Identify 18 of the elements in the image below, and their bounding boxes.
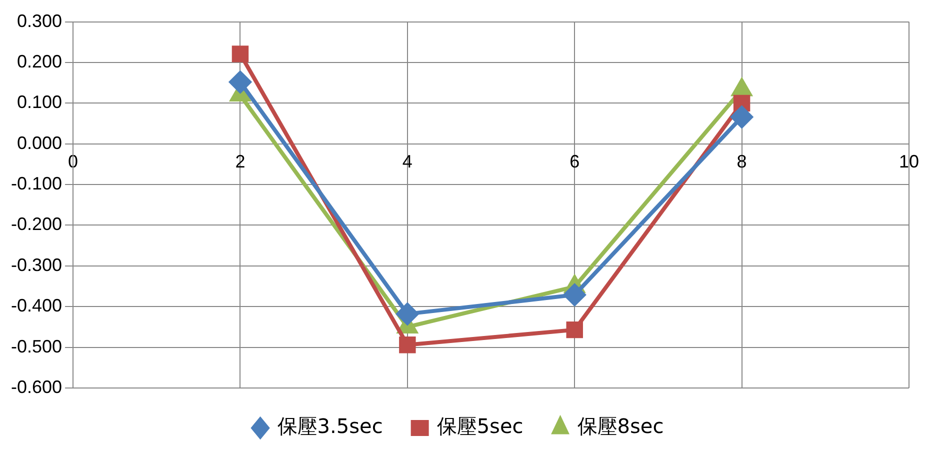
y-tick-label: -0.200: [10, 214, 62, 234]
x-tick-label: 6: [570, 152, 580, 172]
y-tick-label: -0.600: [10, 376, 62, 397]
y-tick-label: 0.000: [16, 132, 62, 153]
x-tick-label: 10: [898, 152, 920, 172]
y-tick-label: -0.300: [10, 254, 62, 275]
y-tick-label: -0.100: [10, 174, 62, 194]
x-tick-label: 8: [736, 152, 747, 172]
y-tick-label: -0.500: [10, 336, 62, 356]
legend-label: 保壓3.5sec: [277, 414, 383, 438]
legend-label: 保壓5sec: [436, 414, 524, 438]
y-tick-label: -0.400: [10, 296, 62, 316]
y-tick-label: 0.200: [16, 51, 62, 72]
x-tick-label: 4: [402, 152, 412, 172]
y-tick-label: 0.100: [16, 92, 62, 112]
legend-label: 保壓8sec: [577, 414, 664, 438]
y-tick-label: 0.300: [16, 10, 62, 31]
x-tick-label: 2: [235, 152, 246, 172]
